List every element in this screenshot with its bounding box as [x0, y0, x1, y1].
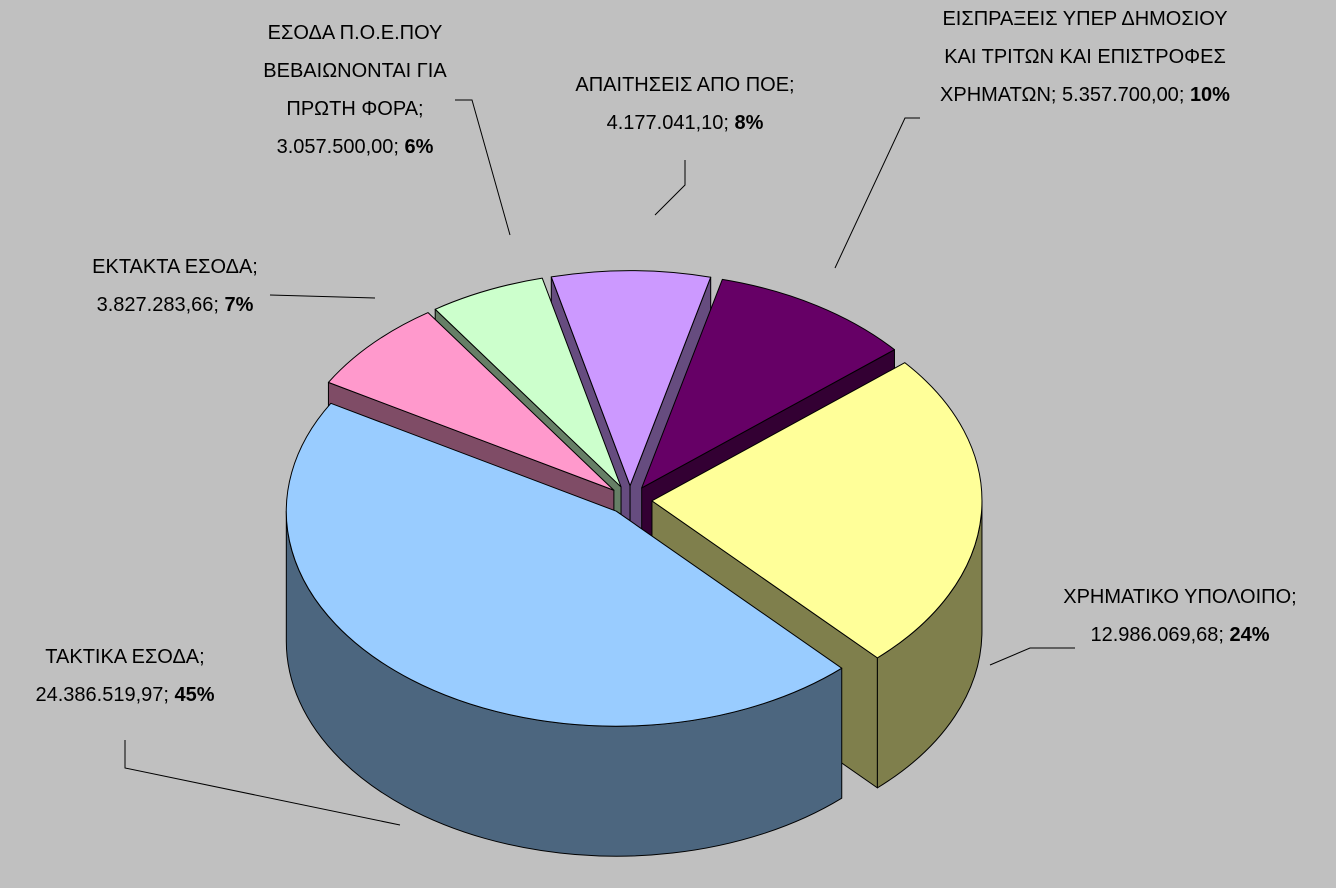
- slice-top: [327, 312, 615, 491]
- label-part: ;: [1218, 624, 1230, 646]
- data-label: ΤΑΚΤΙΚΑ ΕΣΟΔΑ; 24.386.519,97; 45%: [5, 638, 245, 714]
- label-part: ;: [163, 684, 175, 706]
- data-label: ΑΠΑΙΤΗΣΕΙΣ ΑΠΟ ΠΟΕ; 4.177.041,10; 8%: [545, 66, 825, 142]
- label-part: ;: [1050, 84, 1063, 106]
- label-part: 3.827.283,66: [96, 294, 214, 316]
- label-part: ;: [199, 646, 205, 668]
- label-part: 24%: [1229, 624, 1270, 646]
- leader-line: [124, 740, 401, 826]
- label-part: ΤΑΚΤΙΚΑ ΕΣΟΔΑ: [45, 646, 200, 668]
- label-part: ΑΠΑΙΤΗΣΕΙΣ ΑΠΟ ΠΟΕ: [575, 74, 790, 96]
- label-part: ;: [1291, 586, 1297, 608]
- slice-top: [641, 278, 895, 489]
- label-part: 12.986.069,68: [1090, 624, 1219, 646]
- label-part: 8%: [734, 112, 764, 134]
- leader-line: [269, 294, 376, 299]
- leader-line: [455, 99, 511, 236]
- label-part: ;: [1178, 84, 1190, 106]
- data-label: ΕΙΣΠΡΑΞΕΙΣ ΥΠΕΡ ΔΗΜΟΣΙΟΥ ΚΑΙ ΤΡΙΤΩΝ ΚΑΙ …: [925, 0, 1245, 114]
- label-part: 45%: [174, 684, 215, 706]
- label-part: 24.386.519,97: [35, 684, 164, 706]
- label-part: ;: [789, 74, 795, 96]
- slice-top: [434, 277, 622, 488]
- label-part: ΕΣΟΔΑ Π.Ο.Ε.ΠΟΥ ΒΕΒΑΙΩΝΟΝΤΑΙ ΓΙΑ ΠΡΩΤΗ Φ…: [263, 22, 447, 120]
- label-part: 5.357.700,00: [1062, 84, 1179, 106]
- label-part: 3.057.500,00: [276, 136, 394, 158]
- label-part: ;: [418, 98, 424, 120]
- label-part: ;: [393, 136, 405, 158]
- label-part: ;: [213, 294, 225, 316]
- data-label: ΧΡΗΜΑΤΙΚΟ ΥΠΟΛΟΙΠΟ; 12.986.069,68; 24%: [1010, 578, 1336, 654]
- label-part: ;: [723, 112, 735, 134]
- label-part: ΕΚΤΑΚΤΑ ΕΣΟΔΑ: [92, 256, 253, 278]
- leader-line: [989, 647, 1075, 666]
- data-label: ΕΣΟΔΑ Π.Ο.Ε.ΠΟΥ ΒΕΒΑΙΩΝΟΝΤΑΙ ΓΙΑ ΠΡΩΤΗ Φ…: [235, 14, 475, 166]
- slice-top: [651, 362, 983, 659]
- label-part: ΧΡΗΜΑΤΙΚΟ ΥΠΟΛΟΙΠΟ: [1063, 586, 1292, 608]
- label-part: 7%: [224, 294, 254, 316]
- leader-line: [834, 117, 920, 269]
- leader-line: [654, 160, 686, 216]
- label-part: ΕΙΣΠΡΑΞΕΙΣ ΥΠΕΡ ΔΗΜΟΣΙΟΥ ΚΑΙ ΤΡΙΤΩΝ ΚΑΙ …: [940, 8, 1228, 106]
- label-part: 10%: [1189, 84, 1230, 106]
- slice-top: [285, 402, 843, 727]
- data-label: ΕΚΤΑΚΤΑ ΕΣΟΔΑ; 3.827.283,66; 7%: [55, 248, 295, 324]
- slice: [285, 402, 843, 857]
- label-part: ;: [252, 256, 258, 278]
- label-part: 4.177.041,10: [606, 112, 724, 134]
- slice-top: [550, 270, 712, 487]
- label-part: 6%: [404, 136, 434, 158]
